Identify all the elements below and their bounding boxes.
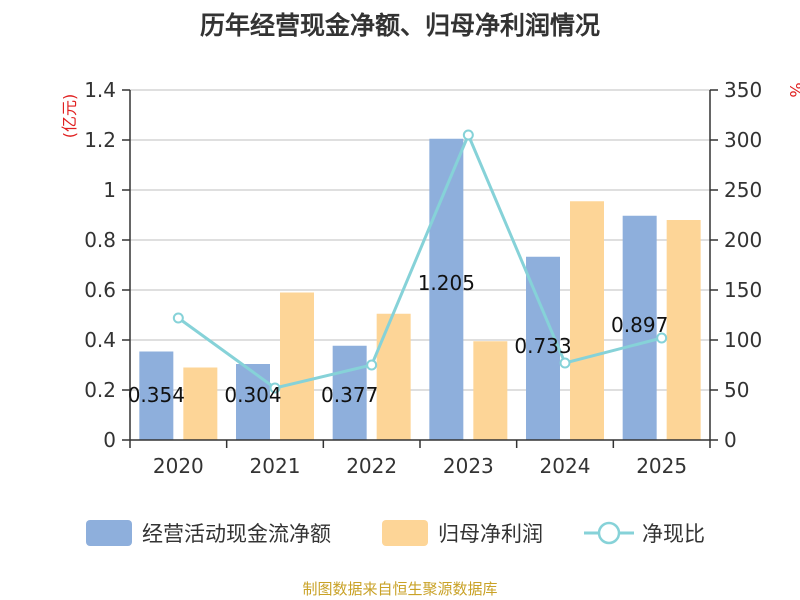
ratio-point	[462, 129, 474, 141]
legend-item-net-profit[interactable]: 归母净利润	[382, 518, 543, 548]
bar-cashflow	[332, 345, 367, 440]
bar-net-profit	[376, 313, 411, 440]
legend-swatch-cashflow	[86, 520, 132, 546]
y-right-tick-label: 200	[724, 228, 762, 252]
bar-net-profit	[280, 292, 314, 440]
data-labels: 0.354 0.304 0.377 1.205 0.733 0.897	[128, 271, 669, 407]
ratio-point	[559, 357, 571, 369]
ratio-point	[366, 359, 378, 371]
source-note: 制图数据来自恒生聚源数据库	[302, 580, 498, 598]
y-left-tick-label: 1	[103, 178, 116, 202]
data-label: 1.205	[418, 271, 475, 295]
x-tick-label: 2020	[153, 454, 204, 478]
data-label: 0.897	[611, 313, 668, 337]
legend-item-cashflow[interactable]: 经营活动现金流净额	[86, 518, 331, 548]
legend-item-ratio[interactable]: 净现比	[584, 518, 705, 548]
y-right-tick-label: 350	[724, 78, 762, 102]
data-label: 0.377	[321, 383, 378, 407]
y-right-tick-label: 100	[724, 328, 762, 352]
y-right-tick-label: 300	[724, 128, 762, 152]
y-right-tick-label: 0	[724, 428, 737, 452]
data-label: 0.733	[514, 334, 571, 358]
bars	[139, 138, 701, 440]
grid-lines	[130, 89, 710, 391]
y-left-tick-label: 0.2	[84, 378, 116, 402]
data-label: 0.304	[224, 383, 281, 407]
y-left-tick-label: 0.4	[84, 328, 116, 352]
bar-cashflow	[139, 351, 174, 440]
axes: 0 0.2 0.4 0.6 0.8 1 1.2 1.4 0 50 100 150 200 250 300 35…	[84, 78, 762, 478]
ratio-line	[172, 129, 668, 394]
y-right-axis-title: %	[786, 82, 800, 97]
y-left-tick-label: 1.2	[84, 128, 116, 152]
data-label: 0.354	[128, 383, 185, 407]
y-left-tick-label: 0.6	[84, 278, 116, 302]
chart-title: 历年经营现金净额、归母净利润情况	[199, 11, 600, 40]
ratio-point	[269, 382, 281, 394]
y-right-tick-label: 50	[724, 378, 749, 402]
x-tick-label: 2025	[636, 454, 687, 478]
y-right-tick-label: 150	[724, 278, 762, 302]
x-tick-label: 2021	[250, 454, 301, 478]
legend-swatch-net-profit	[382, 520, 428, 546]
y-left-tick-label: 1.4	[84, 78, 116, 102]
x-tick-label: 2022	[346, 454, 397, 478]
legend-label-ratio: 净现比	[642, 522, 705, 546]
y-left-tick-label: 0.8	[84, 228, 116, 252]
bar-net-profit	[473, 341, 508, 440]
y-right-tick-label: 250	[724, 178, 762, 202]
y-left-axis-title: (亿元)	[60, 94, 79, 139]
ratio-line-path	[177, 131, 663, 390]
ratio-point	[172, 312, 184, 324]
bar-cashflow	[622, 215, 657, 440]
x-tick-label: 2023	[443, 454, 494, 478]
bar-cashflow	[236, 364, 270, 440]
legend-label-cashflow: 经营活动现金流净额	[142, 522, 331, 546]
y-left-tick-label: 0	[103, 428, 116, 452]
legend-label-net-profit: 归母净利润	[438, 522, 543, 546]
bar-net-profit	[570, 201, 604, 440]
legend-swatch-ratio	[584, 521, 634, 545]
bar-net-profit	[183, 367, 218, 440]
ratio-point	[656, 332, 668, 344]
bar-net-profit	[666, 220, 701, 440]
x-tick-label: 2024	[540, 454, 591, 478]
